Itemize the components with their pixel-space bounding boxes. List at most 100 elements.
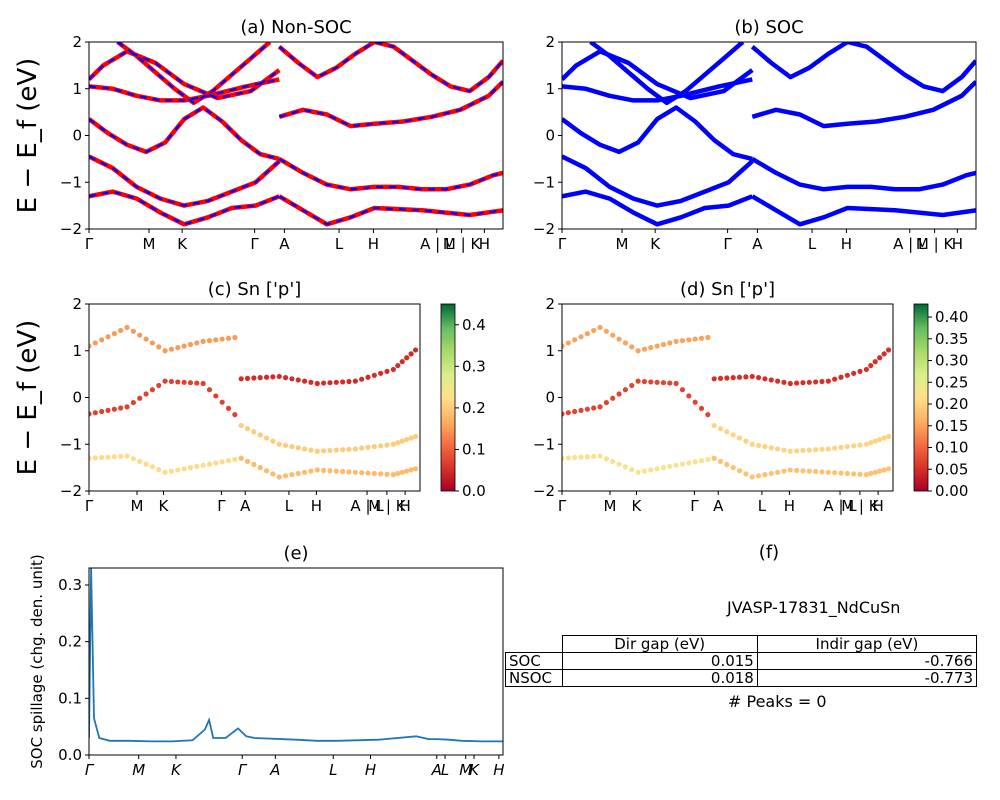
x-tick-label: M | K	[368, 497, 407, 515]
band-point	[610, 458, 616, 464]
band-point	[149, 464, 156, 470]
band-point	[711, 422, 717, 429]
band-line	[89, 190, 280, 226]
x-tick-label: A	[713, 497, 724, 515]
x-tick-label: A	[752, 235, 763, 253]
band-point	[616, 336, 622, 342]
band-point	[124, 453, 130, 459]
band-point	[705, 456, 711, 463]
x-tick-label: Γ	[85, 761, 95, 779]
band-point	[168, 468, 175, 474]
band-point	[181, 466, 187, 472]
band-point	[225, 335, 232, 341]
band-point	[105, 334, 111, 340]
band-point	[667, 380, 673, 386]
colorbar-tick-label: 0.3	[462, 357, 486, 375]
band-point	[844, 470, 850, 477]
x-tick-label: K	[632, 497, 643, 515]
band-line	[562, 189, 754, 227]
band-point	[156, 382, 162, 389]
band-point	[118, 453, 124, 459]
band-point	[270, 438, 276, 444]
band-point	[408, 467, 414, 473]
band-point	[308, 468, 314, 474]
band-point	[774, 378, 781, 384]
band-point	[584, 454, 590, 460]
band-point	[863, 366, 869, 373]
band-point	[622, 340, 629, 346]
band-point	[565, 410, 571, 416]
band-point	[787, 467, 793, 473]
band-point	[289, 472, 295, 478]
band-point	[603, 399, 609, 406]
band-point	[629, 344, 635, 350]
band-point	[885, 347, 892, 353]
band-line	[278, 195, 503, 226]
band-point	[213, 460, 219, 466]
band-point	[743, 374, 749, 380]
band-point	[857, 471, 863, 477]
band-point	[698, 335, 705, 341]
band-point	[755, 442, 762, 449]
band-point	[92, 455, 98, 461]
band-line	[562, 77, 753, 103]
band-point	[276, 474, 282, 480]
band-point	[399, 359, 405, 365]
band-point	[635, 378, 641, 384]
band-point	[321, 467, 327, 473]
band-point	[404, 355, 410, 361]
band-point	[736, 374, 743, 380]
band-point	[813, 447, 819, 453]
y-tick-label: 0.0	[58, 746, 82, 764]
band-point	[257, 465, 263, 471]
band-point	[137, 332, 143, 338]
band-point	[263, 374, 270, 380]
band-point	[308, 447, 314, 453]
band-point	[679, 461, 686, 467]
band-point	[340, 468, 346, 475]
soc-dir-gap: 0.015	[561, 652, 758, 670]
nsoc-indir-gap: -0.773	[756, 669, 978, 687]
band-point	[717, 375, 724, 382]
x-tick-label: A | L	[893, 235, 927, 253]
band-point	[124, 324, 130, 330]
y-tick-label: 0	[545, 389, 555, 407]
band-point	[832, 376, 838, 382]
band-point	[743, 438, 749, 444]
band-point	[635, 469, 641, 475]
colorbar	[913, 303, 929, 492]
band-point	[92, 410, 98, 416]
x-tick-label: M	[616, 235, 629, 253]
band-point	[251, 461, 257, 468]
band-point	[270, 374, 276, 380]
band-point	[806, 468, 812, 474]
band-point	[730, 432, 736, 438]
band-point	[137, 395, 143, 401]
x-tick-label: L	[758, 497, 767, 515]
band-point	[857, 368, 863, 374]
band-point	[187, 341, 194, 348]
x-tick-label: Γ	[558, 497, 567, 515]
y-tick-label: −2	[533, 482, 555, 500]
band-point	[194, 463, 200, 470]
band-point	[597, 404, 603, 410]
band-point	[885, 433, 892, 440]
band-point	[686, 337, 692, 343]
band-point	[679, 338, 686, 344]
x-tick-label: K	[171, 761, 182, 779]
colorbar-tick-label: 0.15	[935, 417, 968, 435]
band-point	[806, 447, 812, 453]
band-point	[352, 378, 358, 384]
band-point	[711, 376, 717, 382]
band-point	[143, 336, 149, 342]
x-tick-label: M	[604, 497, 617, 515]
band-point	[359, 445, 365, 451]
band-point	[359, 376, 365, 382]
band-point	[352, 446, 358, 452]
band-point	[872, 438, 878, 444]
band-point	[187, 465, 194, 471]
colorbar	[440, 303, 456, 492]
table-corner	[506, 636, 563, 653]
